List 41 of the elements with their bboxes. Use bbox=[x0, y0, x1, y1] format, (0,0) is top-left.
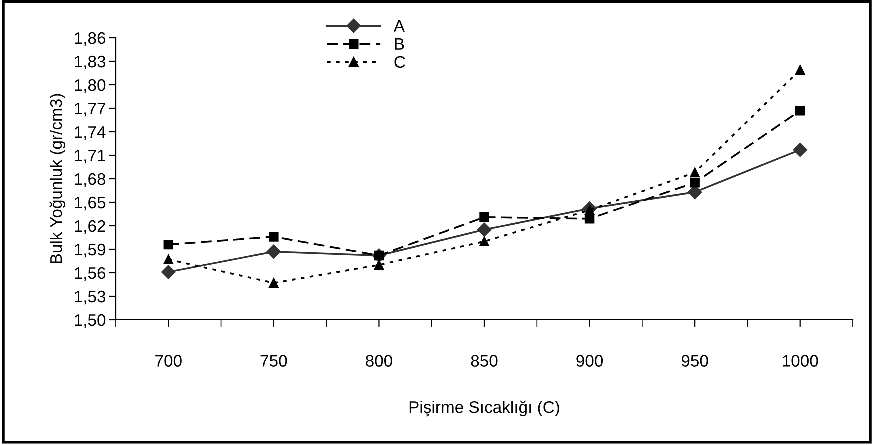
legend-label: A bbox=[394, 20, 405, 32]
point bbox=[690, 178, 700, 188]
point bbox=[164, 240, 174, 250]
point bbox=[162, 265, 176, 280]
y-tick-label: 1,86 bbox=[75, 32, 106, 46]
y-tick-label: 1,65 bbox=[75, 196, 106, 211]
y-tick-label: 1,68 bbox=[75, 173, 106, 188]
x-tick-label: 800 bbox=[366, 355, 392, 367]
y-tick-label: 1,62 bbox=[75, 220, 106, 234]
y-tick-label: 1,56 bbox=[75, 267, 106, 282]
y-tick-label: 1,71 bbox=[75, 150, 106, 164]
point bbox=[269, 278, 279, 288]
legend-label: B bbox=[395, 38, 404, 50]
point bbox=[374, 260, 384, 270]
x-tick-label: 900 bbox=[576, 355, 604, 367]
point bbox=[795, 106, 806, 116]
x-tick-label: 700 bbox=[156, 355, 182, 367]
point bbox=[690, 168, 700, 178]
point bbox=[269, 232, 279, 242]
point bbox=[795, 65, 806, 75]
y-axis-title: Bulk Yoğunluk (gr/cm3) bbox=[50, 94, 66, 264]
point bbox=[480, 236, 490, 247]
y-tick-label: 1,83 bbox=[75, 56, 106, 70]
point bbox=[480, 212, 490, 222]
point bbox=[266, 244, 282, 259]
y-tick-label: 1,59 bbox=[75, 244, 106, 258]
y-tick-label: 1,50 bbox=[75, 314, 106, 328]
y-tick-label: 1,77 bbox=[75, 103, 106, 117]
x-tick-label: 850 bbox=[471, 355, 498, 367]
x-axis-title: Pişirme Sıcaklığı (C) bbox=[410, 400, 560, 417]
x-tick-label: 1000 bbox=[783, 355, 818, 367]
point bbox=[477, 222, 492, 237]
point bbox=[584, 214, 595, 224]
y-tick-label: 1,74 bbox=[75, 126, 106, 140]
y-tick-label: 1,80 bbox=[75, 79, 106, 94]
legend-label: C bbox=[394, 56, 406, 68]
y-tick-label: 1,53 bbox=[75, 290, 106, 305]
point bbox=[793, 142, 808, 158]
x-tick-label: 750 bbox=[260, 355, 288, 367]
x-tick-label: 950 bbox=[682, 355, 708, 367]
point bbox=[164, 254, 174, 265]
